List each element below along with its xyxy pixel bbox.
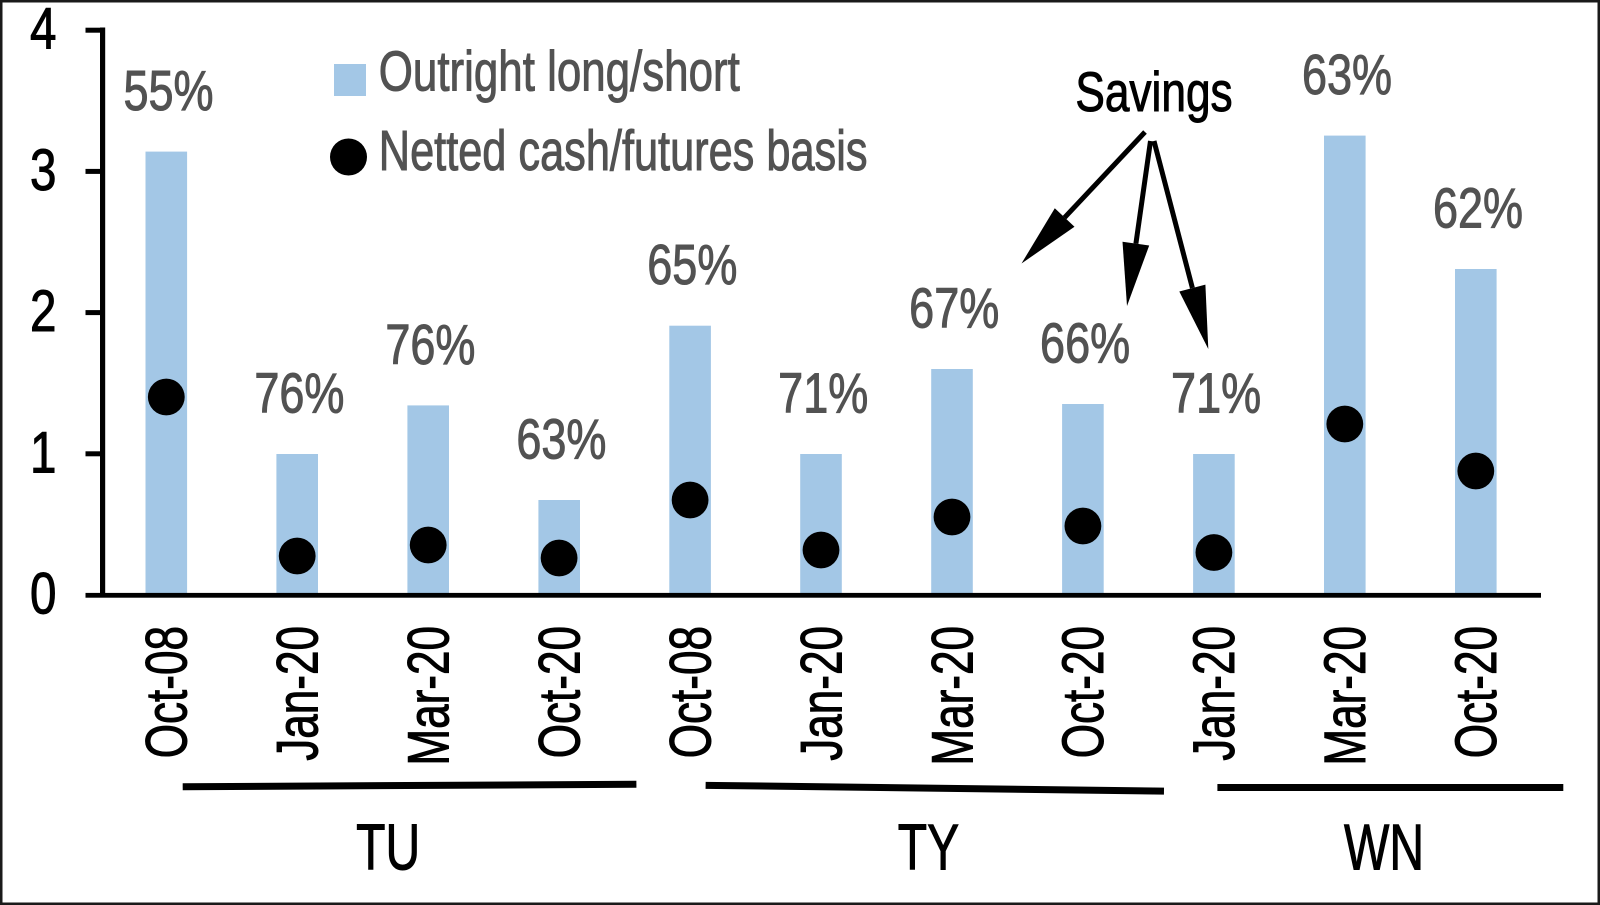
svg-text:62%: 62%: [1433, 176, 1523, 239]
svg-text:Outright long/short: Outright long/short: [379, 39, 740, 103]
svg-text:Mar-20: Mar-20: [1312, 626, 1377, 766]
svg-text:Savings: Savings: [1075, 60, 1232, 123]
svg-text:66%: 66%: [1040, 311, 1130, 374]
svg-text:Oct-20: Oct-20: [1050, 626, 1115, 758]
svg-text:0: 0: [30, 562, 56, 627]
svg-text:TU: TU: [356, 813, 420, 884]
svg-text:Oct-08: Oct-08: [134, 626, 199, 758]
svg-text:76%: 76%: [385, 313, 475, 376]
svg-text:Jan-20: Jan-20: [265, 626, 330, 761]
svg-text:3: 3: [30, 139, 56, 204]
svg-text:Mar-20: Mar-20: [396, 626, 461, 766]
svg-text:Netted cash/futures basis: Netted cash/futures basis: [379, 118, 868, 182]
svg-text:Oct-20: Oct-20: [1443, 626, 1508, 758]
svg-text:71%: 71%: [1171, 361, 1261, 424]
svg-text:TY: TY: [898, 813, 959, 884]
svg-text:Oct-20: Oct-20: [526, 626, 591, 758]
svg-text:1: 1: [30, 421, 56, 486]
svg-text:67%: 67%: [909, 276, 999, 339]
svg-text:2: 2: [30, 280, 56, 345]
svg-text:4: 4: [30, 0, 56, 62]
svg-text:Oct-08: Oct-08: [657, 626, 722, 758]
svg-text:55%: 55%: [123, 59, 213, 122]
svg-text:Jan-20: Jan-20: [788, 626, 853, 761]
svg-text:Jan-20: Jan-20: [1181, 626, 1246, 761]
svg-text:65%: 65%: [647, 233, 737, 296]
svg-text:63%: 63%: [516, 407, 606, 470]
svg-text:WN: WN: [1344, 813, 1424, 884]
svg-text:Mar-20: Mar-20: [919, 626, 984, 766]
svg-text:76%: 76%: [254, 361, 344, 424]
svg-text:71%: 71%: [778, 361, 868, 424]
svg-text:63%: 63%: [1302, 43, 1392, 106]
